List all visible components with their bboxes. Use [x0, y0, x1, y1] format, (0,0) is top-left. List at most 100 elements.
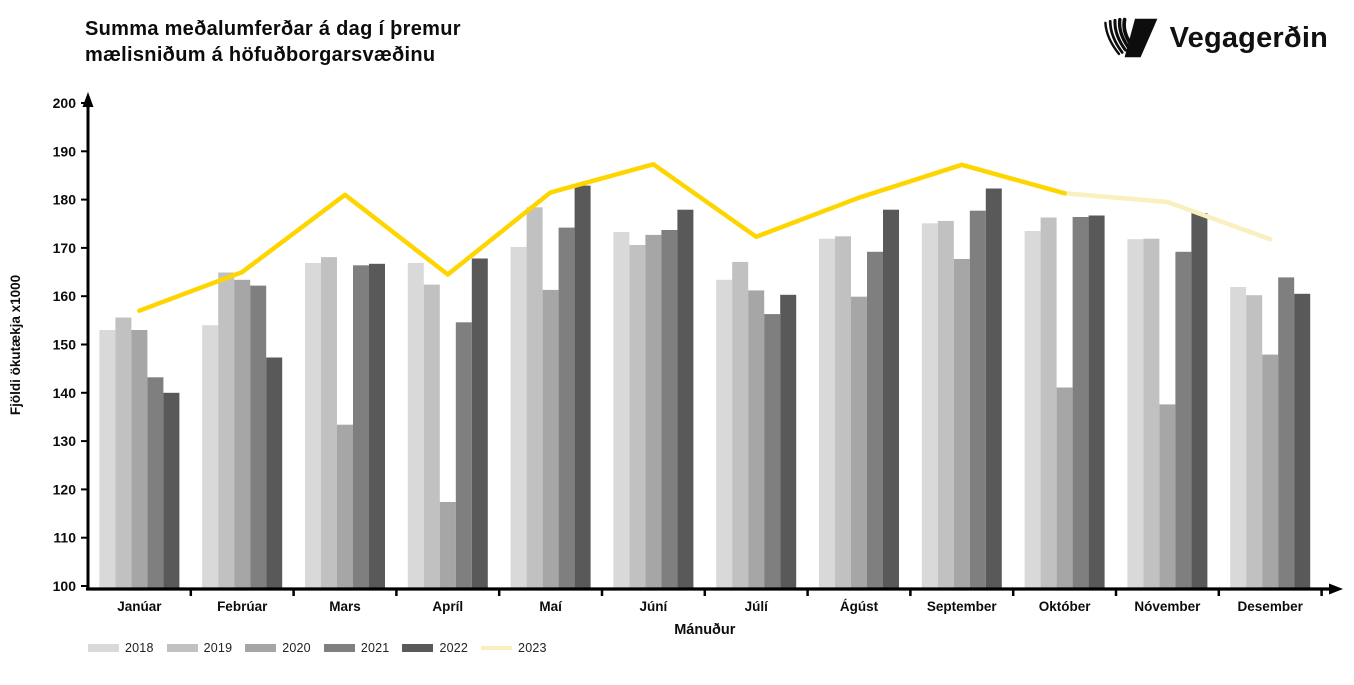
bar-2018-Júní — [613, 232, 630, 588]
bar-2019-Maí — [526, 207, 543, 589]
bar-2021-Desember — [1278, 277, 1295, 588]
legend-swatch-2021 — [323, 644, 355, 652]
bar-2022-Október — [1088, 215, 1105, 588]
bar-2019-Febrúar — [218, 272, 235, 588]
bar-2022-Júlí — [780, 294, 797, 588]
legend-item-2020: 2020 — [245, 641, 311, 655]
x-axis-arrow — [1329, 583, 1343, 595]
legend-swatch-2018 — [88, 644, 119, 652]
y-tick-label: 140 — [53, 385, 77, 401]
month-label: Mars — [329, 599, 361, 614]
bar-2020-Apríl — [439, 502, 456, 588]
legend-swatch-2019 — [166, 644, 198, 652]
bar-2022-Janúar — [163, 392, 180, 588]
month-label: Janúar — [117, 599, 162, 614]
month-label: Maí — [539, 599, 563, 614]
y-axis-arrow — [82, 92, 94, 107]
bar-2019-Ágúst — [835, 236, 851, 589]
month-label: September — [927, 599, 998, 614]
bar-2020-September — [953, 259, 970, 588]
bar-2021-Apríl — [455, 322, 472, 588]
bar-2021-September — [969, 210, 986, 588]
bar-2020-Júní — [645, 234, 662, 588]
vegagerdin-logo-icon — [1103, 17, 1158, 58]
bar-2020-Nóvember — [1159, 404, 1176, 588]
month-label: Nóvember — [1134, 599, 1201, 614]
bar-2021-Febrúar — [250, 285, 267, 588]
bar-2021-Nóvember — [1175, 251, 1192, 589]
month-label: Júní — [640, 599, 669, 614]
chart-legend: 2018 2019 2020 2021 2022 2023 — [88, 641, 560, 655]
legend-item-2021: 2021 — [323, 641, 390, 655]
bar-2021-Janúar — [147, 377, 164, 588]
chart-title: Summa meðalumferðar á dag í þremur mælis… — [85, 16, 461, 68]
legend-label-2023: 2023 — [518, 641, 547, 655]
chart-title-line1: Summa meðalumferðar á dag í þremur — [85, 18, 461, 40]
y-tick-label: 130 — [53, 433, 77, 449]
bar-2022-Maí — [574, 185, 591, 588]
line-2023-faded — [1062, 191, 1273, 242]
legend-swatch-2020 — [245, 644, 277, 652]
bar-2018-Maí — [510, 246, 527, 588]
legend-item-2018: 2018 — [88, 641, 154, 655]
bar-2020-Janúar — [131, 330, 148, 588]
bar-2018-Janúar — [99, 330, 116, 588]
month-label: Febrúar — [217, 599, 268, 614]
legend-swatch-2022 — [402, 644, 434, 652]
bar-2020-Mars — [337, 424, 353, 588]
legend-label-2022: 2022 — [439, 641, 469, 655]
bar-2022-Nóvember — [1191, 213, 1208, 588]
bar-2021-Júní — [661, 230, 678, 588]
bar-2018-Nóvember — [1127, 239, 1144, 588]
legend-item-2023: 2023 — [481, 641, 547, 655]
vegagerdin-logo: Vegagerðin — [1095, 12, 1328, 64]
y-tick-label: 100 — [53, 578, 77, 594]
month-label: Október — [1039, 599, 1092, 614]
legend-label-2020: 2020 — [282, 641, 311, 655]
bar-2021-Júlí — [764, 314, 781, 588]
vegagerdin-logo-text: Vegagerðin — [1169, 21, 1328, 54]
y-tick-label: 150 — [53, 337, 77, 353]
bar-2022-September — [985, 188, 1002, 588]
bar-2018-Júlí — [716, 279, 733, 588]
y-tick-label: 120 — [53, 481, 77, 497]
bar-2019-September — [937, 220, 954, 588]
bar-2019-Júlí — [732, 261, 749, 588]
bar-2020-Maí — [542, 289, 559, 588]
legend-item-2019: 2019 — [166, 641, 233, 655]
bar-2020-Desember — [1262, 354, 1279, 588]
chart-title-line2: mælisniðum á höfuðborgarsvæðinu — [85, 44, 436, 66]
bar-2021-Mars — [353, 265, 369, 588]
bar-2018-Apríl — [407, 262, 424, 588]
x-axis-title: Mánuður — [674, 622, 736, 638]
legend-label-2019: 2019 — [203, 641, 233, 655]
bar-2019-Júní — [629, 245, 646, 588]
month-label: Ágúst — [840, 599, 879, 614]
bar-2018-Desember — [1230, 287, 1247, 588]
bar-2018-Febrúar — [202, 325, 219, 588]
month-label: Júlí — [745, 599, 770, 614]
legend-label-2018: 2018 — [125, 641, 154, 655]
bar-2022-Desember — [1294, 293, 1311, 588]
y-tick-label: 170 — [53, 240, 77, 256]
bar-2019-Mars — [321, 257, 337, 588]
bar-2020-Ágúst — [851, 296, 867, 588]
bar-2018-Ágúst — [819, 238, 835, 588]
bar-2019-Apríl — [423, 284, 440, 588]
y-tick-label: 190 — [53, 143, 77, 159]
bar-2018-Mars — [305, 262, 321, 588]
bar-2021-Maí — [558, 227, 575, 588]
y-axis-title: Fjöldi ökutækja x1000 — [8, 275, 23, 415]
line-2023-main — [137, 162, 1067, 313]
bar-2020-Febrúar — [234, 279, 251, 588]
bar-2021-Ágúst — [867, 251, 883, 589]
y-tick-label: 200 — [53, 95, 77, 111]
bar-2022-Febrúar — [266, 357, 283, 588]
bar-2018-September — [921, 223, 938, 589]
bar-2019-Desember — [1246, 295, 1263, 588]
bar-2019-Nóvember — [1143, 238, 1160, 588]
bar-2021-Október — [1072, 217, 1089, 588]
bar-2019-Október — [1040, 217, 1057, 588]
bar-2020-Júlí — [748, 290, 765, 588]
